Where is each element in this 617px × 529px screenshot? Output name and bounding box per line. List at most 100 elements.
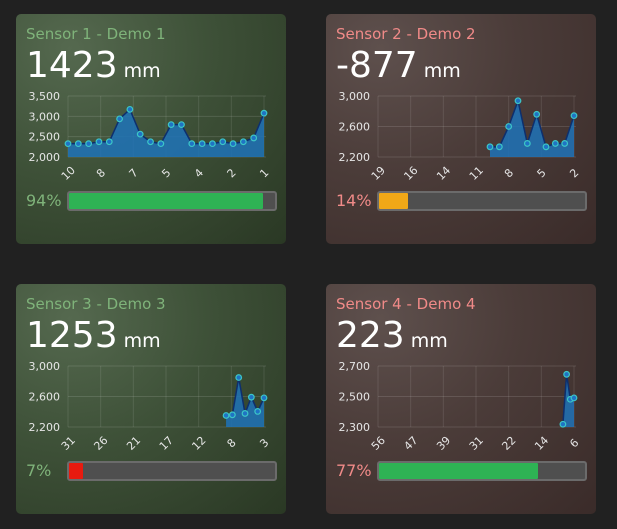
sensor-title: Sensor 4 - Demo 4: [336, 295, 476, 313]
percent-label: 77%: [336, 461, 372, 480]
x-tick-label: 56: [369, 434, 388, 453]
reading-value: 223: [336, 315, 405, 356]
sensor-card-2[interactable]: Sensor 2 - Demo 2 -877 mm 3,000 2,600 2,200 19…: [326, 14, 596, 244]
data-point: [219, 138, 227, 146]
data-point: [260, 109, 268, 117]
data-point: [514, 97, 522, 105]
x-tick-label: 8: [502, 166, 516, 180]
data-point: [254, 408, 262, 415]
percent-label: 14%: [336, 191, 372, 210]
data-point: [533, 110, 541, 118]
data-point: [570, 394, 578, 402]
data-point: [250, 134, 258, 142]
level-progress-bar: [377, 191, 587, 211]
data-point: [241, 410, 249, 417]
percent-label: 94%: [26, 191, 62, 210]
x-tick-label: 39: [434, 434, 453, 453]
data-point: [247, 393, 255, 401]
sensor-title: Sensor 3 - Demo 3: [26, 295, 166, 313]
data-point: [235, 374, 243, 381]
x-tick-label: 1: [257, 166, 271, 180]
sensor-card-3[interactable]: Sensor 3 - Demo 3 1253 mm 3,000 2,600 2,200 31…: [16, 284, 286, 514]
x-tick-label: 11: [467, 164, 486, 183]
data-point: [228, 411, 236, 419]
x-tick-label: 31: [59, 434, 78, 453]
sensor-card-1[interactable]: Sensor 1 - Demo 1 1423 mm 3,500 3,000 2,500 2,…: [16, 14, 286, 244]
x-tick-label: 22: [499, 434, 518, 453]
y-tick-label: 2,600: [29, 391, 61, 404]
data-point: [523, 140, 531, 147]
reading-unit: mm: [123, 330, 161, 352]
level-progress-fill: [69, 193, 263, 209]
data-point: [209, 140, 216, 148]
sensor-title: Sensor 2 - Demo 2: [336, 25, 476, 43]
data-point: [486, 143, 494, 151]
x-tick-label: 10: [59, 164, 78, 183]
reading-value: -877: [336, 45, 418, 86]
x-tick-label: 31: [467, 434, 486, 453]
sensor-card-4[interactable]: Sensor 4 - Demo 4 223 mm 2,700 2,500 2,300 56 4…: [326, 284, 596, 514]
level-progress-bar: [67, 461, 277, 481]
reading-value: 1423: [26, 45, 118, 86]
data-point: [563, 370, 571, 378]
x-tick-label: 8: [94, 166, 108, 180]
data-point: [561, 140, 569, 147]
x-tick-label: 17: [157, 434, 176, 453]
data-point: [559, 420, 567, 428]
x-tick-label: 21: [124, 434, 143, 453]
level-progress-bar: [67, 191, 277, 211]
x-tick-label: 19: [369, 164, 388, 183]
y-tick-label: 3,000: [29, 110, 61, 123]
level-progress-bar: [377, 461, 587, 481]
data-point: [147, 138, 154, 146]
data-point: [188, 140, 196, 148]
series-line: [490, 98, 575, 148]
data-point: [136, 130, 144, 138]
percent-label: 7%: [26, 461, 52, 480]
x-tick-label: 14: [532, 434, 551, 453]
data-point: [178, 121, 185, 128]
x-tick-label: 4: [192, 166, 206, 180]
data-point: [551, 140, 559, 147]
x-tick-label: 7: [127, 166, 141, 180]
data-point: [167, 121, 175, 128]
x-tick-label: 2: [225, 166, 239, 180]
y-tick-label: 2,500: [29, 131, 61, 144]
data-point: [570, 112, 578, 120]
data-point: [495, 143, 503, 151]
y-tick-label: 3,000: [29, 360, 61, 373]
y-tick-label: 3,000: [339, 90, 371, 103]
x-tick-label: 2: [567, 166, 581, 180]
level-progress-fill: [379, 463, 538, 479]
data-point: [222, 412, 230, 419]
y-tick-label: 2,300: [339, 421, 371, 434]
data-point: [85, 140, 93, 148]
data-point: [74, 140, 82, 148]
x-tick-label: 14: [434, 164, 453, 183]
reading-unit: mm: [410, 330, 448, 352]
data-point: [260, 394, 268, 402]
x-tick-label: 12: [189, 434, 208, 453]
reading-unit: mm: [123, 60, 161, 82]
x-tick-label: 3: [257, 436, 271, 450]
data-point: [64, 140, 72, 148]
data-point: [95, 138, 103, 146]
sensor-reading: 223 mm: [336, 316, 448, 356]
y-tick-label: 2,000: [29, 151, 61, 164]
data-point: [542, 143, 550, 151]
x-tick-label: 6: [567, 436, 581, 450]
level-progress-fill: [379, 193, 408, 209]
data-point: [105, 138, 113, 146]
data-point: [116, 115, 123, 123]
y-tick-label: 2,500: [339, 391, 371, 404]
reading-unit: mm: [423, 60, 461, 82]
sensor-reading: -877 mm: [336, 46, 461, 86]
x-tick-label: 16: [401, 164, 420, 183]
data-point: [157, 140, 165, 148]
data-point: [198, 140, 206, 148]
reading-value: 1253: [26, 315, 118, 356]
x-tick-label: 5: [159, 166, 173, 180]
